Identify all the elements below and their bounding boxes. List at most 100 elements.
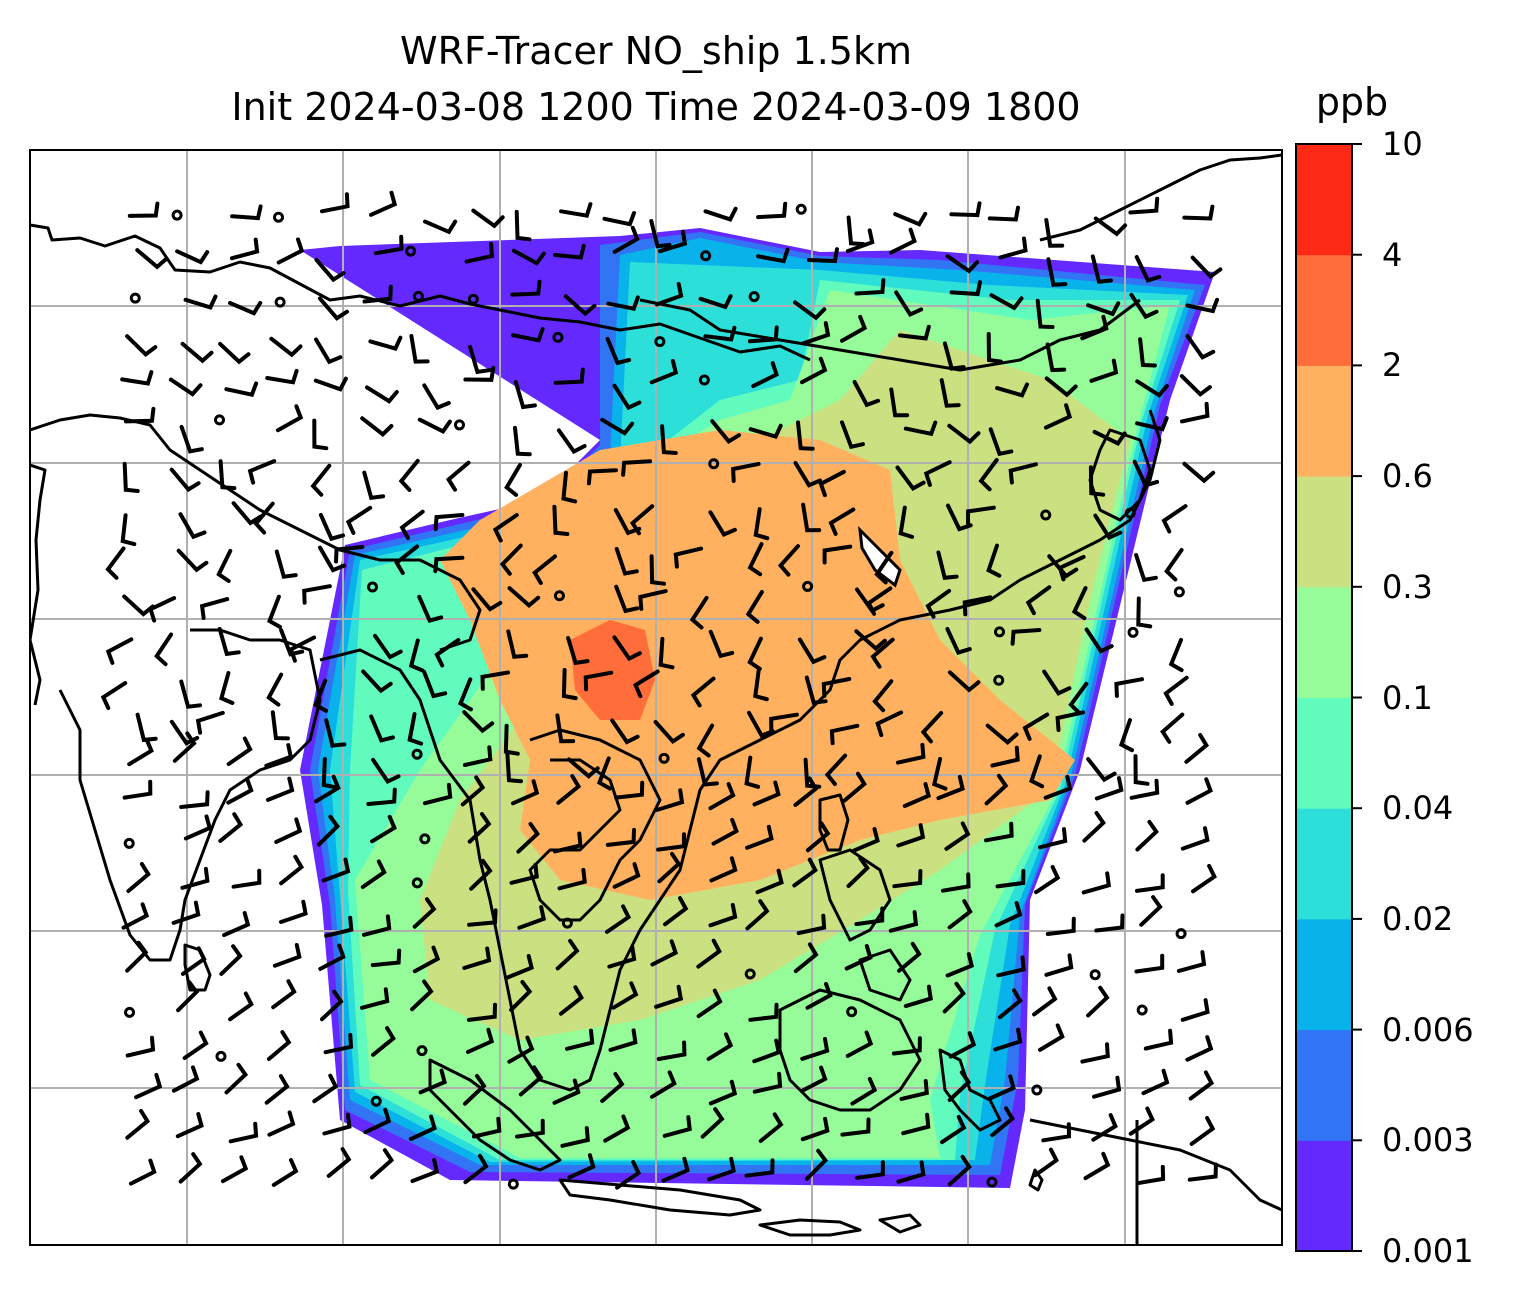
wind-barb: [423, 219, 458, 235]
wind-barb: [840, 1117, 871, 1137]
wind-barb: [793, 942, 819, 974]
wind-barb: [696, 723, 715, 758]
wind-barb: [266, 672, 284, 707]
wind-barb: [334, 545, 365, 564]
wind-barb: [962, 595, 993, 617]
wind-barb: [266, 776, 295, 802]
wind-barb: [1134, 255, 1162, 283]
wind-barb: [940, 1114, 967, 1145]
wind-barb: [409, 334, 430, 364]
wind-barb: [460, 775, 486, 807]
wind-barb: [271, 979, 297, 1010]
wind-barb: [1093, 216, 1128, 237]
wind-barb: [509, 862, 539, 885]
wind-barb: [274, 549, 298, 579]
wind-barb: [318, 943, 346, 971]
wind-barb: [324, 718, 347, 748]
wind-barb: [1022, 712, 1050, 741]
wind-barb: [936, 550, 959, 580]
calm-marker: [1136, 1004, 1148, 1016]
wind-barb: [1168, 638, 1184, 673]
wind-barb: [134, 1072, 163, 1100]
wind-barb: [649, 554, 666, 586]
wind-barb: [270, 710, 290, 741]
calm-marker: [846, 1006, 858, 1018]
wind-barb: [1033, 1147, 1059, 1178]
wind-barb: [796, 913, 827, 936]
wind-barb: [747, 542, 764, 577]
wind-barb: [370, 948, 402, 968]
wind-barb: [805, 821, 831, 853]
wind-barb: [931, 756, 948, 791]
wind-barb: [313, 376, 348, 392]
wind-barb: [708, 782, 736, 811]
wind-barb: [324, 915, 354, 938]
wind-barb: [846, 856, 870, 888]
calm-marker: [994, 626, 1006, 638]
wind-barb: [513, 425, 532, 457]
wind-barb: [370, 814, 397, 844]
wind-barb: [172, 731, 197, 763]
wind-barb: [978, 458, 999, 492]
wind-barb: [1025, 585, 1052, 616]
calm-marker: [124, 1006, 136, 1018]
wind-barb: [362, 914, 392, 937]
wind-barb: [753, 507, 770, 541]
coast-java: [558, 1178, 762, 1217]
wind-barb: [996, 955, 1026, 978]
wind-barb: [792, 857, 818, 888]
wind-barb: [649, 219, 672, 249]
wind-barb: [948, 1031, 977, 1059]
wind-barb: [1086, 757, 1117, 783]
wind-barb: [1129, 292, 1159, 320]
wind-barb: [417, 594, 444, 623]
wind-barb: [507, 1035, 535, 1064]
calm-marker: [802, 580, 814, 592]
wind-barb: [514, 209, 532, 242]
colorbar-segment: [1296, 365, 1352, 477]
wind-barb: [1141, 1068, 1170, 1096]
wind-barb: [602, 211, 636, 227]
wind-barb: [317, 296, 349, 321]
wind-barb: [466, 1027, 495, 1054]
wind-barb: [1189, 1116, 1216, 1146]
wind-barb: [925, 588, 952, 619]
wind-barb: [218, 459, 237, 491]
wind-barb: [1185, 297, 1219, 314]
wind-barb: [663, 896, 689, 927]
wind-barb: [407, 712, 424, 746]
wind-barb: [373, 234, 404, 256]
wind-barb: [1179, 374, 1212, 397]
colorbar-unit: ppb: [1315, 80, 1389, 124]
wind-barb: [614, 584, 640, 614]
wind-barb: [1010, 628, 1042, 646]
wind-barb: [603, 1114, 631, 1143]
colorbar-tick-label: 0.6: [1382, 457, 1433, 496]
wind-barb: [218, 812, 244, 843]
calm-marker: [553, 590, 565, 602]
colorbar-segment: [1296, 697, 1352, 809]
wind-barb: [360, 416, 394, 437]
wind-barb: [199, 597, 230, 620]
wind-barb: [1092, 1075, 1122, 1099]
wind-barb: [755, 868, 784, 895]
map-title-line1: WRF-Tracer NO_ship 1.5km: [400, 29, 912, 73]
wind-barb: [471, 587, 503, 612]
wind-barb: [698, 294, 733, 310]
wind-barb: [513, 380, 537, 410]
wind-barb: [708, 1079, 738, 1106]
wind-barb: [467, 908, 498, 927]
wind-barb: [555, 938, 580, 971]
wind-barb: [700, 1107, 725, 1139]
coast-borneo: [778, 988, 922, 1112]
wind-barb: [515, 1118, 545, 1139]
wind-barb: [1086, 301, 1121, 317]
wind-barb: [565, 1028, 595, 1051]
wind-barb: [751, 361, 779, 389]
wind-barb: [818, 469, 846, 498]
wind-barb: [966, 505, 996, 526]
wind-barb: [1134, 873, 1165, 893]
wind-barb: [127, 737, 154, 767]
wind-barb: [756, 247, 790, 264]
wind-barb: [394, 544, 420, 575]
